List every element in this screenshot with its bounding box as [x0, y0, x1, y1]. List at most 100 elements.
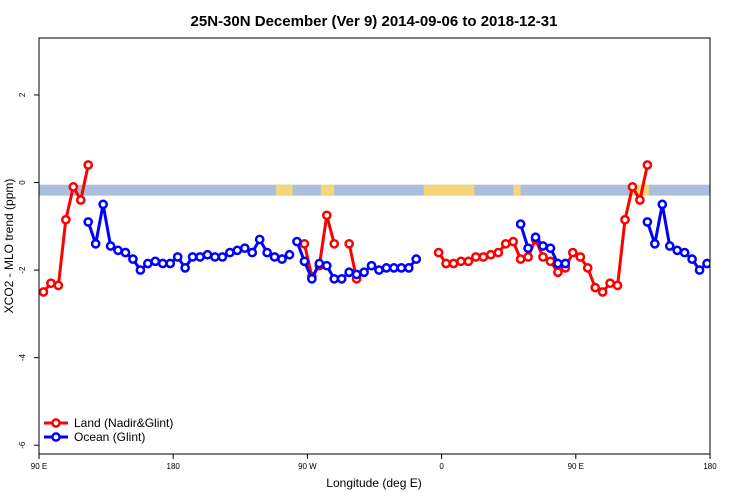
data-point — [605, 278, 615, 289]
data-point — [247, 247, 258, 258]
data-point — [254, 234, 265, 245]
y-tick-label: -2 — [18, 266, 27, 274]
data-point — [68, 182, 79, 192]
data-point — [620, 214, 630, 225]
data-point — [321, 260, 332, 271]
data-point — [83, 217, 94, 227]
data-point — [321, 210, 332, 221]
data-point — [456, 256, 466, 267]
data-point — [46, 278, 56, 289]
data-point — [515, 219, 526, 229]
series-line — [42, 164, 90, 293]
x-axis: 90 E 180 90 W 0 90 E 180 — [31, 454, 717, 471]
legend-item: Land (Nadir&Glint) — [44, 416, 173, 430]
data-point — [277, 254, 287, 264]
data-point — [694, 265, 705, 275]
data-point — [709, 259, 710, 264]
data-point — [105, 241, 116, 251]
land-patch — [423, 184, 475, 196]
data-point — [135, 265, 146, 275]
data-point — [195, 252, 205, 262]
data-point — [83, 160, 94, 170]
data-point — [627, 182, 638, 192]
x-tick-label: 90 E — [31, 462, 47, 471]
data-point — [485, 249, 496, 260]
data-point — [582, 263, 593, 273]
data-point — [478, 252, 489, 262]
data-point — [718, 260, 725, 267]
data-point — [657, 199, 668, 210]
series-ocean — [83, 199, 733, 284]
data-point — [726, 260, 733, 267]
data-point — [493, 247, 504, 258]
land-patch — [276, 184, 293, 196]
data-point — [329, 273, 340, 284]
data-point — [687, 254, 697, 264]
plot-frame — [38, 37, 711, 455]
x-tick-label: 90 E — [568, 462, 584, 471]
ocean-band — [39, 184, 710, 196]
data-point — [597, 287, 608, 297]
y-tick-label: -4 — [18, 354, 27, 362]
y-tick-label: -6 — [18, 441, 27, 449]
data-point — [314, 258, 325, 269]
data-point — [635, 195, 645, 205]
data-point — [545, 243, 556, 254]
data-point — [359, 267, 369, 278]
data-point — [150, 256, 161, 267]
data-point — [351, 269, 362, 280]
data-point — [649, 238, 660, 249]
x-tick-label: 90 W — [298, 462, 317, 471]
data-point — [165, 258, 176, 269]
data-point — [590, 282, 601, 293]
data-point — [284, 249, 295, 260]
data-point — [120, 247, 131, 258]
series-layer — [39, 160, 733, 297]
data-point — [39, 287, 49, 297]
y-tick-label: 2 — [18, 92, 27, 97]
data-point — [575, 252, 586, 262]
data-point — [269, 252, 280, 262]
legend-item: Ocean (Glint) — [44, 430, 145, 444]
data-point — [642, 160, 653, 170]
data-point — [217, 252, 228, 262]
data-point — [679, 247, 690, 258]
data-point — [500, 238, 511, 249]
legend-swatch-marker — [51, 432, 61, 442]
data-point — [90, 238, 101, 249]
y-tick-label: 0 — [18, 180, 27, 185]
data-point — [366, 260, 377, 271]
data-point — [545, 256, 556, 267]
data-point — [560, 258, 571, 269]
data-point — [299, 238, 310, 249]
data-point — [396, 263, 407, 273]
data-point — [98, 199, 108, 210]
data-point — [113, 245, 123, 256]
data-point — [471, 252, 481, 262]
y-axis: 2 0 -2 -4 -6 — [18, 92, 39, 449]
data-point — [538, 252, 548, 262]
data-point — [292, 236, 302, 247]
series-land — [39, 160, 653, 297]
series-line — [437, 164, 649, 294]
data-point — [329, 238, 340, 249]
data-point — [232, 245, 243, 256]
legend-swatch-marker — [51, 418, 61, 428]
legend-label: Ocean (Glint) — [74, 430, 145, 444]
data-point — [381, 263, 392, 273]
data-point — [172, 252, 183, 262]
data-point — [374, 265, 384, 275]
data-point — [307, 273, 317, 284]
chart-title: 25N-30N December (Ver 9) 2014-09-06 to 2… — [191, 13, 558, 30]
data-point — [702, 258, 710, 269]
data-point — [53, 280, 64, 291]
data-point — [515, 254, 526, 264]
land-patch — [320, 184, 335, 196]
series-line — [645, 202, 710, 272]
land-patch — [513, 184, 521, 196]
landmask-band — [39, 184, 710, 196]
data-point — [403, 263, 414, 273]
data-point — [262, 247, 272, 258]
data-point — [553, 258, 563, 269]
data-point — [336, 273, 347, 284]
